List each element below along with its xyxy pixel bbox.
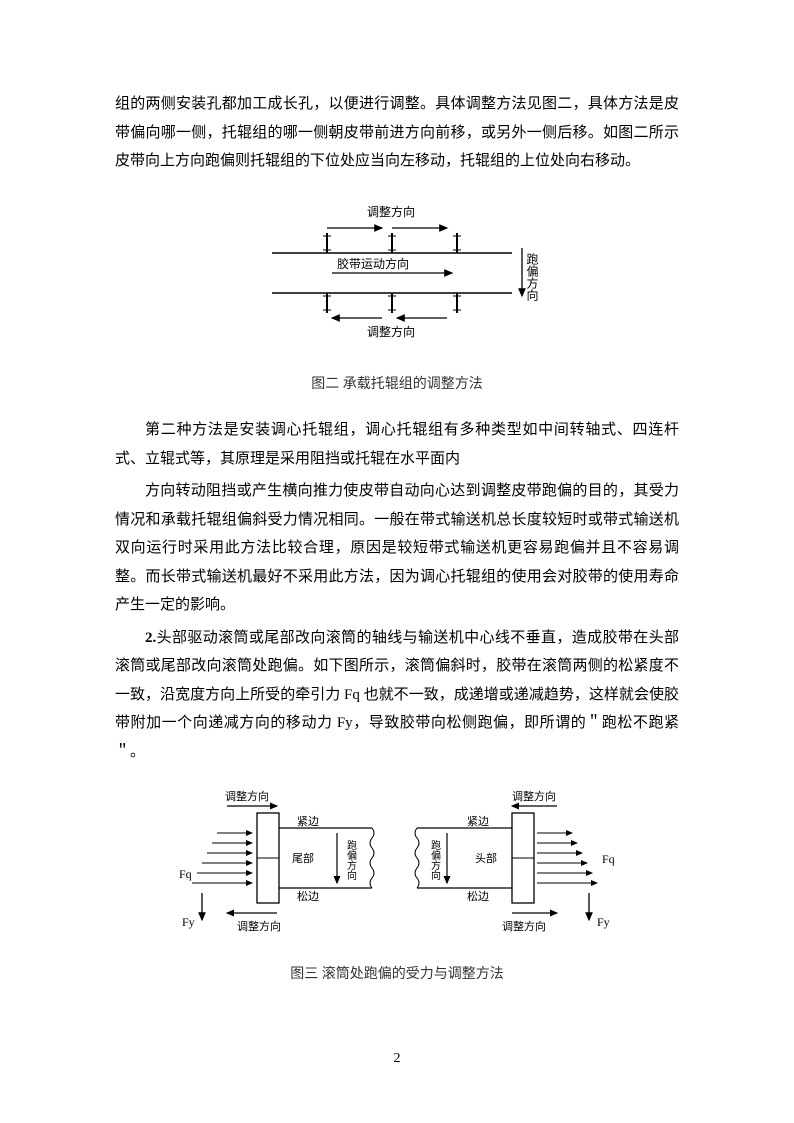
section-number-2: 2. — [145, 630, 156, 646]
figure-3-diagram: 调整方向 调整方向 Fq Fy 紧边 松边 尾部 跑偏方向 调整方向 — [157, 778, 637, 948]
fig3-right-Fq: Fq — [602, 852, 615, 866]
paragraph-1: 组的两侧安装孔都加工成长孔，以便进行调整。具体调整方法见图二，具体方法是皮带偏向… — [115, 90, 679, 176]
fig3-right-Fy: Fy — [597, 915, 610, 929]
fig2-adjust-top-label: 调整方向 — [367, 204, 415, 219]
fig3-right-adjust-top: 调整方向 — [512, 789, 556, 803]
paragraph-4-text: 头部驱动滚筒或尾部改向滚筒的轴线与输送机中心线不垂直，造成胶带在头部滚筒或尾部改… — [115, 630, 679, 760]
figure-3-caption: 图三 滚筒处跑偏的受力与调整方法 — [115, 962, 679, 989]
fig3-right-loose: 松边 — [467, 889, 489, 903]
fig3-left-loose: 松边 — [297, 889, 319, 903]
fig2-adjust-bottom-label: 调整方向 — [367, 324, 415, 339]
fig3-right-tight: 紧边 — [467, 815, 489, 828]
page-number: 2 — [0, 1046, 794, 1073]
fig2-deviation-label: 跑偏方向 — [525, 252, 539, 300]
fig3-right-adjust-bot: 调整方向 — [502, 919, 546, 933]
fig3-left-deviation: 跑偏方向 — [345, 839, 357, 880]
fig3-tail-label: 尾部 — [292, 851, 314, 865]
fig3-left-Fy: Fy — [182, 915, 195, 929]
fig3-head-label: 头部 — [475, 851, 497, 865]
paragraph-2: 第二种方法是安装调心托辊组，调心托辊组有多种类型如中间转轴式、四连杆式、立辊式等… — [115, 416, 679, 473]
fig2-belt-dir-label: 胶带运动方向 — [337, 256, 409, 271]
fig3-right-deviation: 跑偏方向 — [429, 839, 441, 880]
fig3-left-adjust-bot: 调整方向 — [237, 919, 281, 933]
fig3-left-adjust-top: 调整方向 — [225, 789, 269, 803]
figure-2-caption: 图二 承载托辊组的调整方法 — [115, 372, 679, 399]
paragraph-3: 方向转动阻挡或产生横向推力使皮带自动向心达到调整皮带跑偏的目的，其受力情况和承载… — [115, 477, 679, 620]
figure-2-diagram: 跑偏方向 调整方向 调整方向 胶带运动方向 — [237, 188, 557, 358]
paragraph-4: 2.头部驱动滚筒或尾部改向滚筒的轴线与输送机中心线不垂直，造成胶带在头部滚筒或尾… — [115, 624, 679, 767]
fig3-left-Fq: Fq — [179, 867, 192, 881]
fig3-left-tight: 紧边 — [297, 815, 319, 828]
